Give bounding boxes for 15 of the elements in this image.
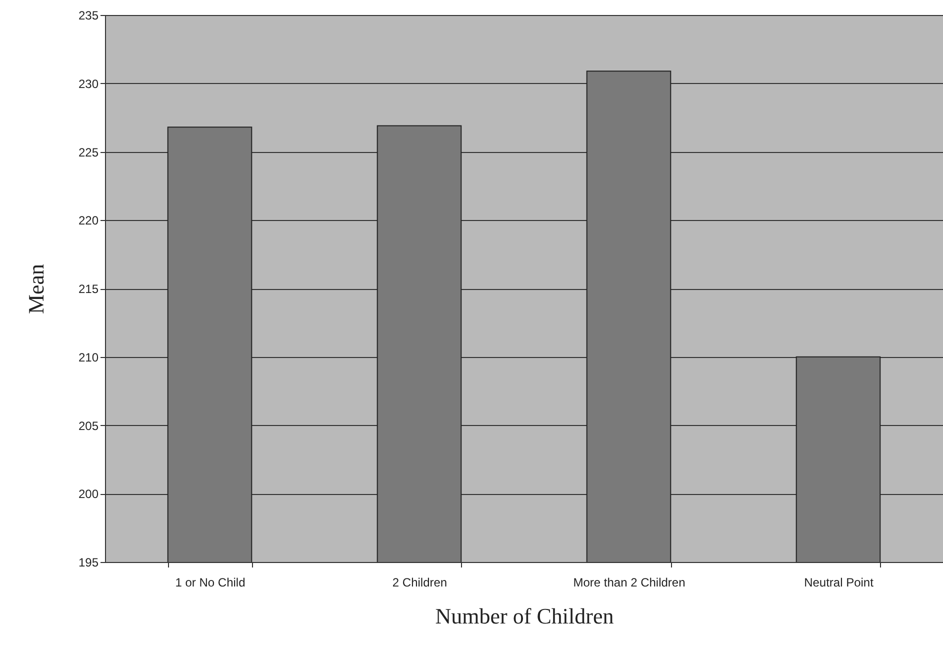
y-tick-label: 225 xyxy=(78,145,99,160)
y-tick-label: 230 xyxy=(78,76,99,91)
y-tick-label: 200 xyxy=(78,487,99,502)
x-tick-label: 1 or No Child xyxy=(175,576,246,590)
y-tick-label: 220 xyxy=(78,214,99,228)
x-tick-label: More than 2 Children xyxy=(573,576,686,590)
x-tick-label: Neutral Point xyxy=(804,576,874,590)
y-tick-label: 195 xyxy=(78,556,99,570)
y-tick-label: 210 xyxy=(78,350,99,364)
x-axis-title: Number of Children xyxy=(435,604,614,628)
y-tick-label: 235 xyxy=(78,8,99,22)
x-tick-label: 2 Children xyxy=(392,576,448,590)
y-tick-label: 215 xyxy=(78,282,99,296)
y-axis-title: Mean xyxy=(23,264,48,314)
y-tick-label: 205 xyxy=(78,418,99,433)
